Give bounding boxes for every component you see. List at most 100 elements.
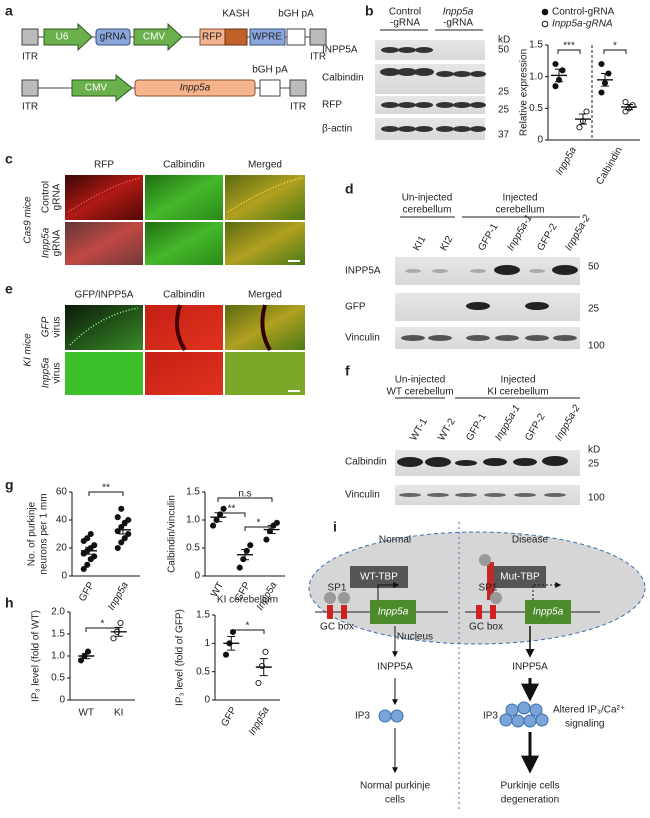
data-point — [559, 67, 566, 74]
y-tick-label: 1.0 — [529, 71, 543, 82]
y-tick-label: 0.5 — [186, 543, 200, 554]
gene-box: Inpp5a — [533, 607, 564, 618]
kd-value: 37 — [498, 130, 510, 141]
data-point — [255, 679, 262, 687]
y-tick-label: 0 — [537, 135, 543, 146]
y-axis-title: IP₃ level (fold of GFP) — [175, 609, 186, 706]
y-tick-label: 0.5 — [529, 103, 543, 114]
y-tick-label: 1.5 — [51, 629, 65, 640]
annotation: signaling — [565, 719, 604, 730]
y-tick-label: 1.0 — [186, 515, 200, 526]
y-tick-label: 0 — [59, 695, 65, 706]
data-point — [598, 89, 605, 96]
outcome: degeneration — [501, 795, 559, 806]
data-point — [121, 535, 128, 542]
construct-element: gRNA — [100, 32, 127, 43]
outcome: cells — [385, 795, 405, 806]
y-tick-label: 1.0 — [51, 651, 65, 662]
blot-row-label: β-actin — [322, 124, 352, 135]
construct-element: ITR — [22, 52, 38, 63]
y-tick-label: 20 — [56, 543, 68, 554]
data-point — [220, 505, 227, 512]
ip3-label: IP3 — [355, 711, 370, 722]
lane-label: Inpp5a-2 — [553, 403, 582, 443]
y-tick-label: 0.5 — [51, 673, 65, 684]
y-tick-label: 1.5 — [196, 610, 210, 621]
data-point — [263, 536, 270, 543]
lane-label: Inpp5a-1 — [505, 213, 534, 253]
x-tick-label: Inpp5a — [247, 705, 272, 737]
x-tick-label: WT — [78, 708, 94, 719]
x-tick-label: GFP — [77, 580, 97, 604]
blot-row-label: Vinculin — [345, 333, 380, 344]
y-axis-title: Relative expression — [519, 49, 530, 136]
error-bar — [625, 104, 633, 111]
kd-value: 100 — [588, 341, 605, 352]
kd-value: 25 — [498, 87, 510, 98]
lane-label: WT-1 — [408, 416, 430, 443]
protein-box: WT-TBP — [360, 572, 398, 583]
y-axis-title: No. of purkinje — [27, 501, 38, 566]
group-header: Injected — [502, 193, 537, 204]
group-header: cerebellum — [496, 205, 545, 216]
panel-label: d — [345, 181, 354, 197]
lane-label: KI2 — [438, 234, 455, 253]
sp1-label: SP1 — [479, 583, 498, 594]
group-header: WT cerebellum — [386, 387, 453, 398]
construct-element: CMV — [85, 83, 108, 94]
data-point — [114, 514, 121, 521]
blot-row-label: Vinculin — [345, 490, 380, 501]
kd-value: 50 — [498, 45, 510, 56]
lane-label: Inpp5a-2 — [563, 213, 592, 253]
data-point — [87, 530, 94, 538]
significance-bracket — [85, 627, 120, 632]
row-label: virus — [52, 362, 63, 383]
significance-label: ** — [102, 483, 110, 494]
y-tick-label: 1 — [204, 638, 210, 649]
panel-label: c — [5, 151, 13, 167]
significance-label: n.s — [238, 489, 251, 500]
significance-bracket — [230, 629, 265, 634]
significance-label: ** — [228, 504, 236, 515]
column-label: GFP/INPP5A — [75, 290, 134, 301]
significance-bracket — [88, 491, 124, 496]
group-header: cerebellum — [403, 205, 452, 216]
blot-row-label: Calbindin — [322, 73, 364, 84]
data-point — [236, 564, 243, 571]
protein-label: INPP5A — [512, 662, 548, 673]
outcome: Normal purkinje — [360, 781, 430, 792]
construct-element: CMV — [143, 32, 166, 43]
layout — [21, 22, 646, 812]
gc-box-label: GC box — [320, 622, 354, 633]
data-point — [273, 519, 280, 526]
row-label: Inpp5a — [41, 227, 52, 258]
construct-element: RFP — [202, 32, 222, 43]
error-bar — [555, 68, 563, 83]
condition-label: Disease — [512, 535, 549, 546]
kd-value: 25 — [588, 304, 600, 315]
data-point — [247, 542, 254, 549]
blot-row-label: INPP5A — [345, 266, 381, 277]
lane-label: GFP-2 — [535, 221, 559, 252]
lane-label: GFP-2 — [523, 411, 547, 442]
data-point — [125, 516, 132, 524]
outcome: Purkinje cells — [501, 781, 560, 792]
panel-label: i — [333, 519, 337, 535]
data-point — [583, 108, 590, 115]
y-tick-label: 40 — [56, 515, 68, 526]
error-bar — [119, 525, 127, 535]
row-label: gRNA — [52, 183, 63, 210]
panel-label: b — [365, 3, 374, 19]
panel-label: f — [345, 363, 350, 379]
data-point — [262, 648, 269, 655]
legend-label: Inpp5a-gRNA — [552, 19, 613, 30]
x-tick-label: Inpp5a — [554, 145, 579, 177]
data-point — [229, 628, 237, 636]
data-point — [84, 561, 91, 568]
error-bar — [601, 73, 609, 87]
y-tick-label: 1.5 — [186, 487, 200, 498]
panel-label: g — [5, 477, 14, 493]
column-label: Merged — [248, 160, 282, 171]
blot-row-label: RFP — [322, 100, 342, 111]
data-point — [117, 619, 124, 627]
